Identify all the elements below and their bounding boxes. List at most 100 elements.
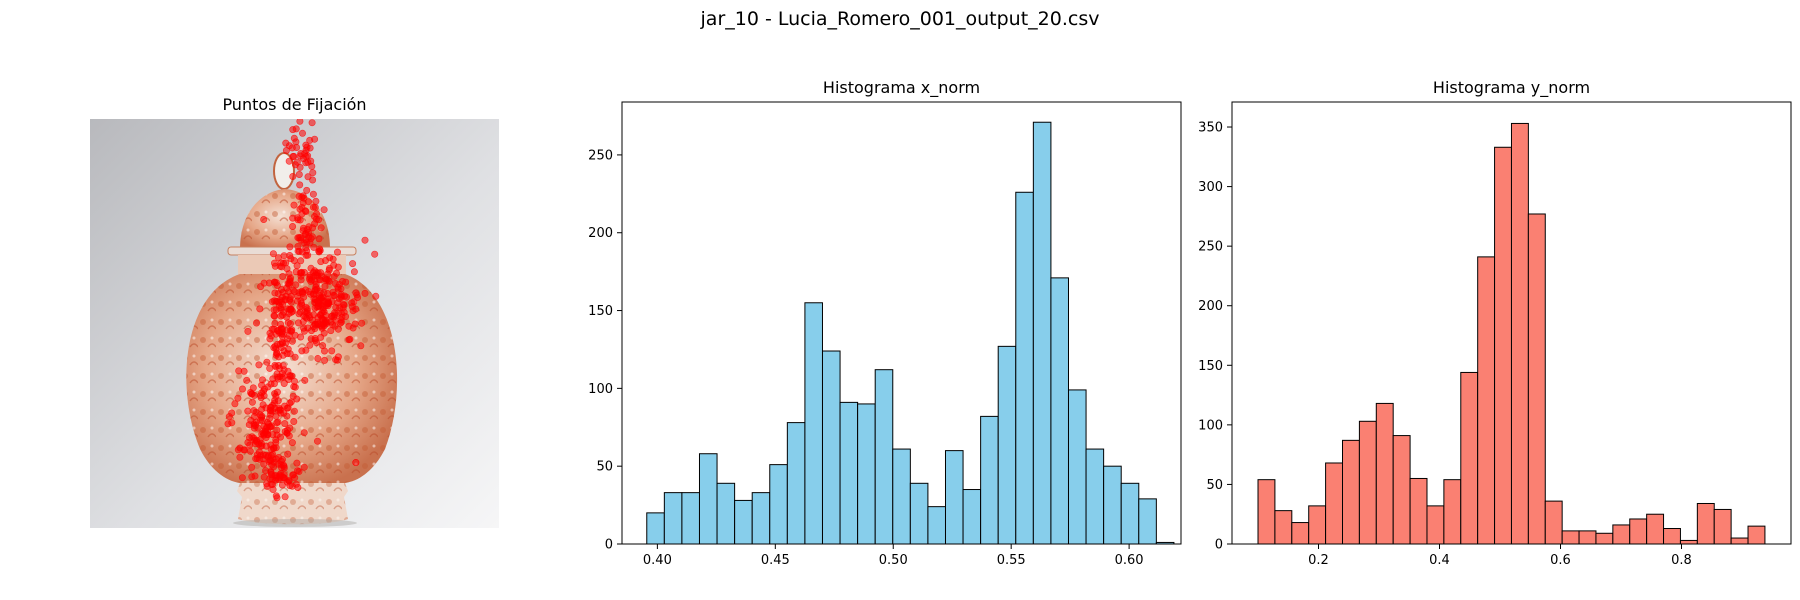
fixation-point (308, 119, 316, 127)
fixation-point (340, 308, 348, 316)
fixation-point (340, 301, 348, 309)
fixation-point (277, 305, 285, 313)
fixation-point (280, 379, 288, 387)
x-hist-ytick-label: 150 (588, 304, 613, 319)
fixation-point (258, 412, 266, 420)
fixation-point (253, 319, 261, 327)
fixation-point (277, 312, 285, 320)
fixation-point (278, 332, 286, 340)
fixation-point (261, 427, 269, 435)
fixation-point (266, 423, 274, 431)
fixation-point (267, 332, 275, 340)
fixation-point (291, 288, 299, 296)
fixation-point (245, 421, 253, 429)
fixation-point (372, 292, 380, 300)
fixation-point (231, 400, 239, 408)
fixation-plot (90, 119, 499, 528)
fixation-point (273, 426, 281, 434)
y-hist-ytick-label: 50 (1206, 478, 1223, 493)
fixation-point (361, 236, 369, 244)
fixation-point (318, 324, 326, 332)
y-hist-bar (1629, 518, 1648, 545)
fixation-point (286, 399, 294, 407)
x-hist-bar (1120, 482, 1140, 545)
fixation-point (298, 210, 306, 218)
fixation-point (313, 210, 321, 218)
fixation-point (279, 362, 287, 370)
x-hist-ytick-label: 100 (588, 382, 613, 397)
x-hist-bar (663, 492, 683, 545)
y-hist-bar (1713, 508, 1732, 545)
fixation-point (371, 250, 379, 258)
fixation-point (295, 247, 303, 255)
x-hist-xtick-label: 0.45 (761, 553, 790, 568)
fixation-point (321, 282, 329, 290)
fixation-point (303, 247, 311, 255)
fixation-point (288, 326, 296, 334)
fixation-point (280, 252, 288, 260)
x-hist-bar (734, 499, 753, 545)
fixation-point-outlier (352, 459, 360, 467)
fixation-point (269, 250, 277, 258)
fixation-point (289, 126, 297, 134)
x-hist-ytick-label: 200 (588, 226, 613, 241)
fixation-point (311, 220, 319, 228)
fixation-point (260, 473, 268, 481)
fixation-point (289, 471, 297, 479)
fixation-point (290, 407, 298, 415)
fixation-point (334, 325, 342, 333)
x-hist-bar (874, 369, 894, 545)
fixation-point (287, 292, 295, 300)
x-hist-xtick-label: 0.60 (1115, 553, 1144, 568)
fixation-point (314, 355, 322, 363)
y-hist-xtick-label: 0.8 (1671, 553, 1692, 568)
x-hist-bar (1032, 121, 1052, 545)
fixation-point (295, 170, 303, 178)
x-hist-bar (1138, 498, 1157, 545)
y-hist-bar (1460, 371, 1479, 545)
y-hist-ytick-label: 300 (1198, 180, 1223, 195)
fixation-point (239, 385, 247, 393)
fixation-point (326, 254, 334, 262)
x-hist-axes-frame (621, 101, 1182, 545)
jar-photograph (90, 119, 499, 528)
fixation-point (337, 292, 345, 300)
fixation-point (244, 407, 252, 415)
fixation-point (266, 364, 274, 372)
fixation-point (306, 341, 314, 349)
x-hist-bar (1015, 191, 1034, 545)
fixation-point (271, 262, 279, 270)
x-hist-bar (944, 450, 964, 545)
fixation-point (291, 353, 299, 361)
y-hist-bar (1561, 530, 1580, 545)
fixation-point (300, 463, 308, 471)
y-hist-ytick-label: 0 (1215, 538, 1223, 553)
fixation-point (255, 361, 263, 369)
x-hist-bar (821, 350, 841, 545)
fixation-point (281, 295, 289, 303)
fixation-point (321, 275, 329, 283)
y-hist-bar (1426, 505, 1445, 545)
fixation-point (251, 472, 259, 480)
fixation-point (294, 216, 302, 224)
y-hist-bar (1409, 477, 1428, 545)
fixation-point (308, 316, 316, 324)
fixation-point (334, 299, 342, 307)
fixation-point (328, 347, 336, 355)
x-hist-bar (646, 512, 665, 545)
x-hist-bar (927, 506, 946, 545)
fixation-point (316, 245, 324, 253)
fixation-point (236, 444, 244, 452)
y-hist-ytick-label: 350 (1198, 121, 1223, 136)
fixation-point (272, 436, 280, 444)
fixation-point (297, 269, 305, 277)
fixation-point (300, 194, 308, 202)
fixation-point (260, 216, 268, 224)
x-hist-bar (857, 403, 876, 545)
fixation-point (321, 356, 329, 364)
fixation-point (284, 450, 292, 458)
y-hist-bar (1325, 462, 1343, 545)
y-hist-axes-frame (1231, 101, 1792, 545)
x-hist-bar (1103, 465, 1122, 545)
fixation-point (271, 289, 279, 297)
